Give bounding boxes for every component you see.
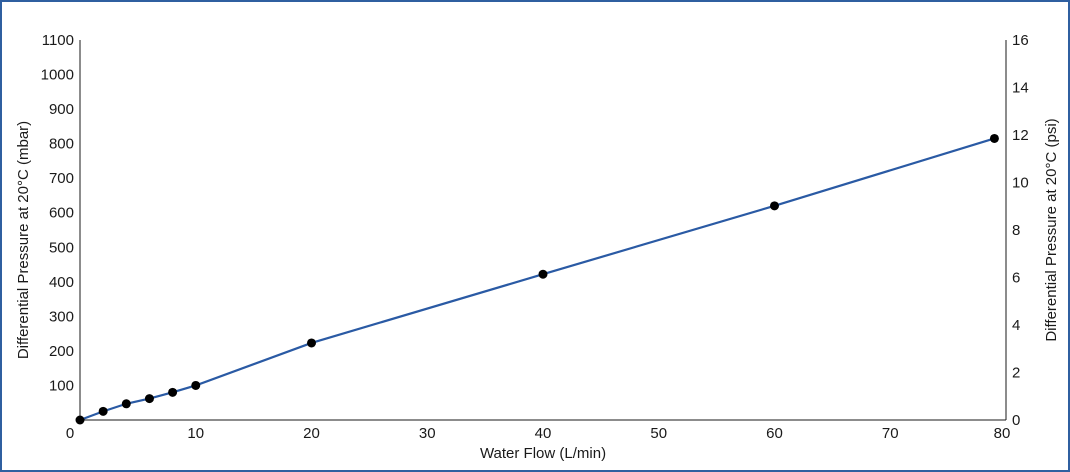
x-tick-label: 70 — [882, 425, 899, 442]
data-point — [307, 338, 316, 348]
series-line — [79, 137, 995, 422]
y2-tick-label: 4 — [1012, 317, 1020, 334]
y2-tick-label: 8 — [1012, 222, 1020, 239]
y-tick-label: 500 — [49, 239, 74, 256]
data-point — [989, 133, 999, 143]
data-point — [98, 406, 108, 416]
y2-tick-label: 10 — [1012, 175, 1029, 192]
y-tick-label: 1000 — [41, 67, 74, 84]
y-tick-label: 700 — [49, 170, 74, 187]
y-axis-title: Differential Pressure at 20°C (mbar) — [15, 121, 32, 359]
y-tick-label: 600 — [49, 205, 74, 222]
y2-tick-label: 12 — [1012, 127, 1029, 144]
tick-labels: 0 10 20 30 40 50 60 70 8010020030040050060070080… — [41, 32, 1029, 442]
y-tick-label: 200 — [49, 343, 74, 360]
x-tick-label: 80 — [994, 425, 1011, 442]
y2-tick-label: 16 — [1012, 32, 1029, 49]
y2-tick-label: 6 — [1012, 270, 1020, 287]
x-axis-title: Water Flow (L/min) — [480, 445, 606, 462]
y-tick-label: 800 — [49, 136, 74, 153]
x-tick-label: 30 — [419, 425, 436, 442]
data-point — [121, 399, 131, 409]
data-point — [191, 380, 201, 390]
y2-tick-label: 14 — [1012, 80, 1029, 97]
y-tick-label: 900 — [49, 101, 74, 118]
y-tick-label: 400 — [49, 274, 74, 291]
data-point — [538, 269, 548, 279]
data-point — [75, 415, 85, 425]
y-tick-label: 1100 — [42, 32, 74, 49]
x-tick-label: 60 — [766, 425, 783, 442]
y2-tick-label: 2 — [1012, 365, 1020, 382]
x-tick-label: 40 — [535, 425, 552, 442]
data-point — [168, 387, 178, 397]
y-tick-label: 300 — [49, 308, 74, 325]
data-point — [144, 394, 154, 404]
y-tick-label: 100 — [49, 377, 74, 394]
axes — [79, 40, 1007, 421]
data-series — [75, 133, 999, 425]
y2-tick-label: 0 — [1012, 412, 1020, 429]
x-tick-label: 10 — [187, 425, 204, 442]
x-tick-label: 50 — [650, 425, 667, 442]
x-tick-label: 20 — [303, 425, 320, 442]
data-point — [770, 201, 779, 211]
x-tick-label: 0 — [66, 425, 74, 442]
y2-axis-title: Differential Pressure at 20°C (psi) — [1043, 118, 1060, 341]
